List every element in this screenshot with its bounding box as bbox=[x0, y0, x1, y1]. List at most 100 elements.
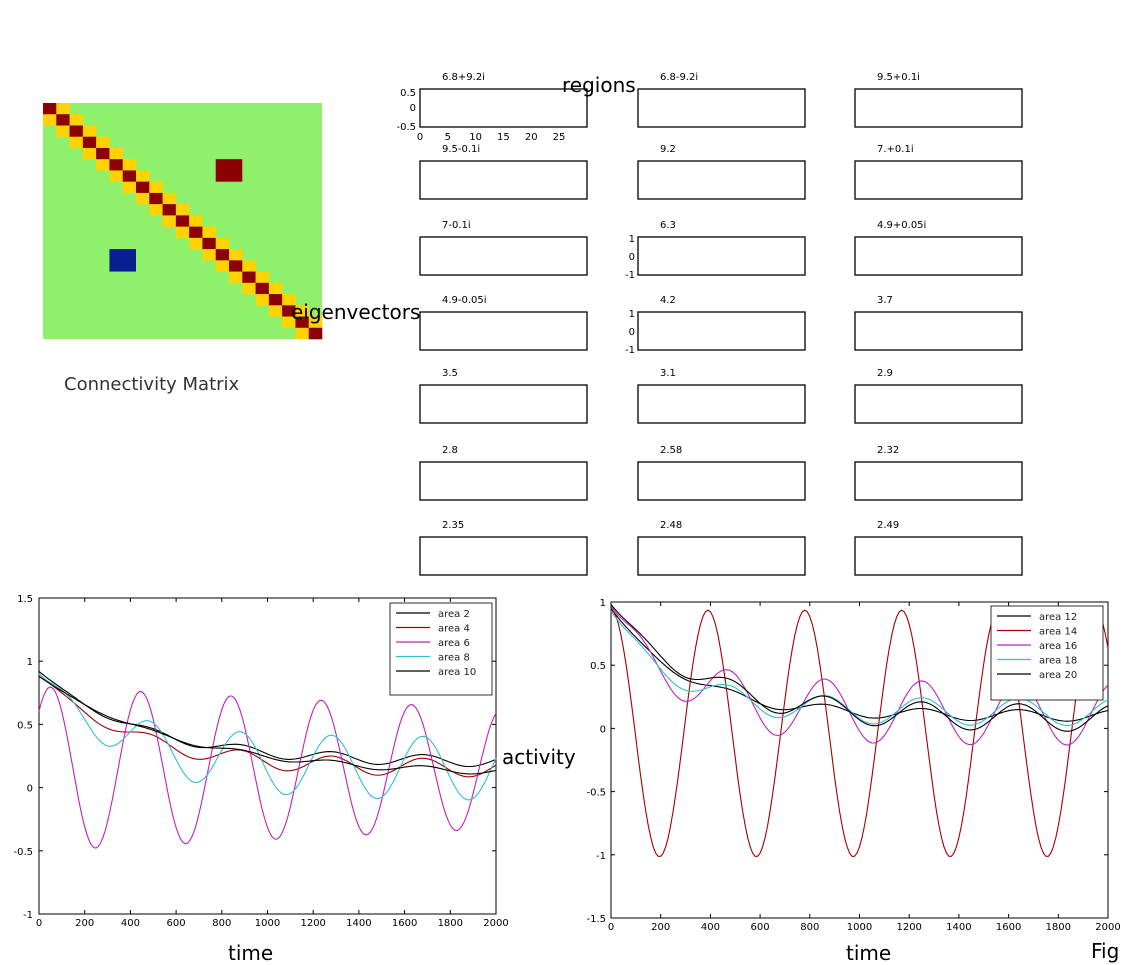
x-tick-label: 800 bbox=[800, 922, 819, 933]
matrix-cell-offdiagonal bbox=[149, 204, 163, 216]
y-tick-label: -1.5 bbox=[586, 914, 606, 925]
x-tick-label: 200 bbox=[75, 918, 94, 929]
regions-label: regions bbox=[562, 73, 636, 97]
eigenvalue-label: 7-0.1i bbox=[442, 220, 471, 231]
y-tick-label: -0.5 bbox=[586, 788, 606, 799]
y-tick-label: 0.5 bbox=[17, 720, 33, 731]
legend-label: area 20 bbox=[1039, 670, 1077, 681]
y-tick-label: 0.5 bbox=[590, 661, 606, 672]
x-tick-label: 200 bbox=[651, 922, 670, 933]
mid-tick-label: -1 bbox=[625, 270, 635, 281]
matrix-cell-offdiagonal bbox=[175, 226, 190, 239]
eigenvalue-label: 9.5+0.1i bbox=[877, 72, 920, 83]
matrix-cell-offdiagonal bbox=[189, 237, 203, 250]
x-tick-label: 1000 bbox=[847, 922, 872, 933]
y-tick-label: 1.5 bbox=[17, 594, 33, 605]
eigenvector-plot bbox=[854, 536, 1023, 576]
series-line-area-8 bbox=[38, 673, 497, 801]
matrix-cell-diagonal bbox=[308, 327, 323, 340]
y-tick-label: -0.5 bbox=[13, 847, 33, 858]
mid-tick-label: 1 bbox=[629, 234, 635, 245]
eigenvector-plot bbox=[637, 384, 806, 424]
matrix-cell-diagonal bbox=[96, 147, 110, 160]
eigenvector-plot bbox=[854, 236, 1023, 276]
eigenvalue-label: 3.5 bbox=[442, 368, 458, 379]
eigenvalue-label: 6.8-9.2i bbox=[660, 72, 698, 83]
matrix-cell-offdiagonal bbox=[162, 215, 177, 227]
x-tick-label: 1800 bbox=[438, 918, 463, 929]
eigenvector-plot bbox=[854, 160, 1023, 200]
matrix-cell-offdiagonal bbox=[242, 282, 256, 295]
matrix-cell-offdiagonal bbox=[82, 125, 97, 138]
series-line-area-20 bbox=[610, 604, 1109, 732]
series-line-area-14 bbox=[610, 609, 1109, 857]
eigenvectors-label: eigenvectors bbox=[291, 300, 420, 324]
matrix-cell-offdiagonal bbox=[282, 294, 296, 306]
matrix-cell-offdiagonal bbox=[82, 147, 97, 160]
legend-label: area 14 bbox=[1039, 627, 1077, 638]
mid-tick-label: 0 bbox=[629, 327, 635, 338]
eigenvalue-label: 4.9+0.05i bbox=[877, 220, 926, 231]
y-tick-label: 1 bbox=[27, 657, 33, 668]
matrix-cell-offdiagonal bbox=[149, 181, 163, 194]
eigenvalue-label: 3.1 bbox=[660, 368, 676, 379]
eigenvalue-label: 9.2 bbox=[660, 144, 676, 155]
eigenvector-plot bbox=[637, 160, 806, 200]
legend-label: area 2 bbox=[438, 609, 470, 620]
y-tick-label: -0.5 bbox=[396, 122, 416, 133]
legend-box bbox=[389, 602, 493, 696]
y-tick-label: 0.5 bbox=[400, 88, 416, 99]
x-tick-label: 800 bbox=[212, 918, 231, 929]
legend-label: area 16 bbox=[1039, 641, 1077, 652]
legend-label: area 6 bbox=[438, 638, 470, 649]
matrix-cell-offdiagonal bbox=[109, 147, 124, 160]
legend-label: area 12 bbox=[1039, 612, 1077, 623]
matrix-cell-offdiagonal bbox=[282, 316, 296, 329]
eigenvector-plot bbox=[637, 461, 806, 501]
y-tick-label: -1 bbox=[23, 910, 33, 921]
matrix-cell-offdiagonal bbox=[255, 271, 270, 284]
activity-chart-left: 0 200 400 600 800 1000 1200 1400 1600 1800 2000 1.5… bbox=[13, 594, 508, 929]
matrix-cell-offdiagonal bbox=[43, 114, 57, 126]
matrix-cell-offdiagonal bbox=[96, 159, 110, 171]
eigenvector-grid: 6.8+9.2i 6.8-9.2i 9.5+0.1i 9.5-0.1i 9.2 7.+0.… bbox=[396, 72, 1023, 576]
matrix-cell-offdiagonal bbox=[69, 114, 84, 126]
matrix-cell-offdiagonal bbox=[202, 249, 217, 261]
matrix-cell-offdiagonal bbox=[109, 170, 124, 182]
eigenvalue-label: 2.8 bbox=[442, 445, 458, 456]
x-tick-label: 1600 bbox=[996, 922, 1021, 933]
matrix-cell-offdiagonal bbox=[96, 136, 110, 149]
eigenvector-plot bbox=[637, 236, 806, 276]
eigenvalue-label: 2.32 bbox=[877, 445, 899, 456]
y-tick-label: 0 bbox=[410, 103, 416, 114]
series-line-area-4 bbox=[38, 673, 497, 778]
matrix-cell-offdiagonal bbox=[122, 181, 137, 194]
mid-tick-label: -1 bbox=[625, 345, 635, 356]
matrix-cell-diagonal bbox=[242, 271, 256, 284]
matrix-cell-offdiagonal bbox=[56, 125, 70, 138]
eigenvalue-label: 2.49 bbox=[877, 520, 899, 531]
matrix-cell-diagonal bbox=[255, 282, 270, 295]
matrix-block-blue bbox=[109, 249, 136, 272]
x-tick-label: 600 bbox=[167, 918, 186, 929]
x-tick-label: 2000 bbox=[483, 918, 508, 929]
matrix-cell-diagonal bbox=[295, 316, 310, 329]
x-tick-label: 2000 bbox=[1095, 922, 1120, 933]
x-tick-label: 5 bbox=[445, 132, 451, 143]
matrix-cell-diagonal bbox=[82, 136, 97, 149]
matrix-cell-offdiagonal bbox=[202, 226, 217, 239]
x-tick-label: 0 bbox=[417, 132, 423, 143]
y-tick-label: 0 bbox=[27, 784, 33, 795]
matrix-cell-offdiagonal bbox=[308, 316, 323, 329]
eigenvector-plot bbox=[637, 88, 806, 128]
x-tick-label: 1600 bbox=[392, 918, 417, 929]
matrix-cell-offdiagonal bbox=[242, 260, 256, 272]
matrix-caption: Connectivity Matrix bbox=[64, 374, 240, 395]
x-tick-label: 600 bbox=[751, 922, 770, 933]
series-line-area-12 bbox=[610, 607, 1109, 722]
matrix-cell-diagonal bbox=[189, 226, 203, 239]
matrix-cell-offdiagonal bbox=[229, 271, 243, 284]
eigenvalue-label: 6.8+9.2i bbox=[442, 72, 485, 83]
matrix-cell-offdiagonal bbox=[122, 159, 137, 171]
eigenvalue-label: 7.+0.1i bbox=[877, 144, 914, 155]
